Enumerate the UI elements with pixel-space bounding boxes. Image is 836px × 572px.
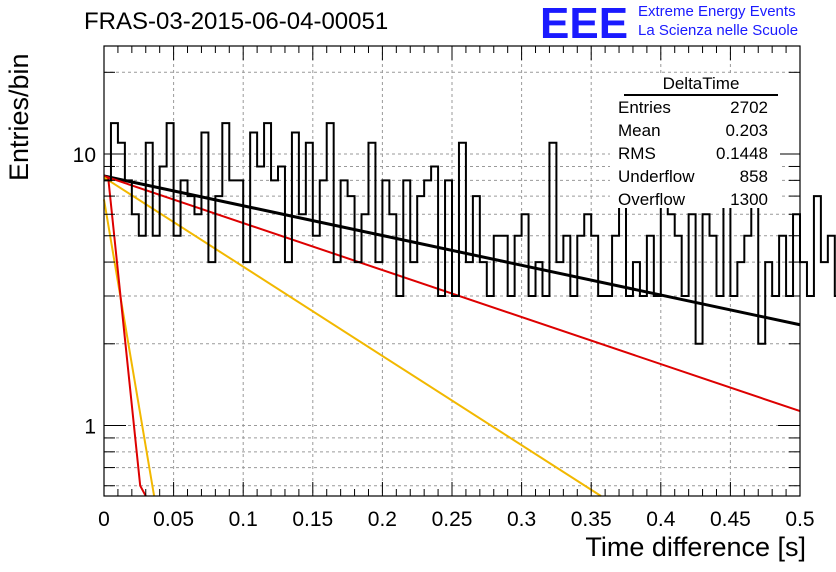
x-tick-label: 0.45 <box>710 508 751 531</box>
stats-key: Mean <box>618 121 661 140</box>
stats-value: 858 <box>739 167 768 186</box>
x-tick-label: 0.5 <box>785 508 814 531</box>
logo-line-1: Extreme Energy Events <box>638 3 796 20</box>
x-tick-label: 0.05 <box>153 508 194 531</box>
x-tick-label: 0.25 <box>432 508 473 531</box>
y-tick-label: 10 <box>73 144 96 167</box>
logo-letters: EEE <box>540 2 628 42</box>
fit-line <box>107 177 147 497</box>
stats-key: Overflow <box>618 190 686 209</box>
stats-key: RMS <box>618 144 656 163</box>
x-tick-label: 0.1 <box>229 508 258 531</box>
stats-row-overflow: Overflow 1300 <box>610 188 780 211</box>
x-tick-label: 0.3 <box>507 508 536 531</box>
plot-title: FRAS-03-2015-06-04-00051 <box>84 8 389 35</box>
stats-value: 0.1448 <box>716 144 768 163</box>
stats-value: 0.203 <box>725 121 768 140</box>
stats-box: DeltaTime Entries 2702 Mean 0.203 RMS 0.… <box>610 74 780 211</box>
x-tick-label: 0 <box>98 508 110 531</box>
fit-line <box>103 176 602 497</box>
stats-key: Entries <box>618 98 671 117</box>
stats-row-entries: Entries 2702 <box>610 96 780 119</box>
stats-row-rms: RMS 0.1448 <box>610 142 780 165</box>
x-axis: 0 0.05 0.1 0.15 0.2 0.25 0.3 0.35 0.4 0.45 0.5 <box>98 46 815 531</box>
x-tick-label: 0.35 <box>571 508 612 531</box>
x-tick-label: 0.2 <box>368 508 397 531</box>
eee-logo: EEE <box>540 2 628 42</box>
stats-row-underflow: Underflow 858 <box>610 165 780 188</box>
x-tick-label: 0.15 <box>292 508 333 531</box>
stats-value: 2702 <box>730 98 768 117</box>
stats-title: DeltaTime <box>624 74 778 96</box>
y-axis: 1 10 <box>73 71 800 487</box>
stats-value: 1300 <box>730 190 768 209</box>
fit-line <box>103 199 156 497</box>
stats-row-mean: Mean 0.203 <box>610 119 780 142</box>
x-tick-label: 0.4 <box>646 508 676 531</box>
stats-key: Underflow <box>618 167 695 186</box>
histogram-series <box>104 122 836 345</box>
x-axis-label: Time difference [s] <box>585 532 806 562</box>
y-tick-label: 1 <box>84 416 96 439</box>
y-axis-label: Entries/bin <box>4 53 34 181</box>
logo-line-2: La Scienza nelle Scuole <box>638 22 799 39</box>
